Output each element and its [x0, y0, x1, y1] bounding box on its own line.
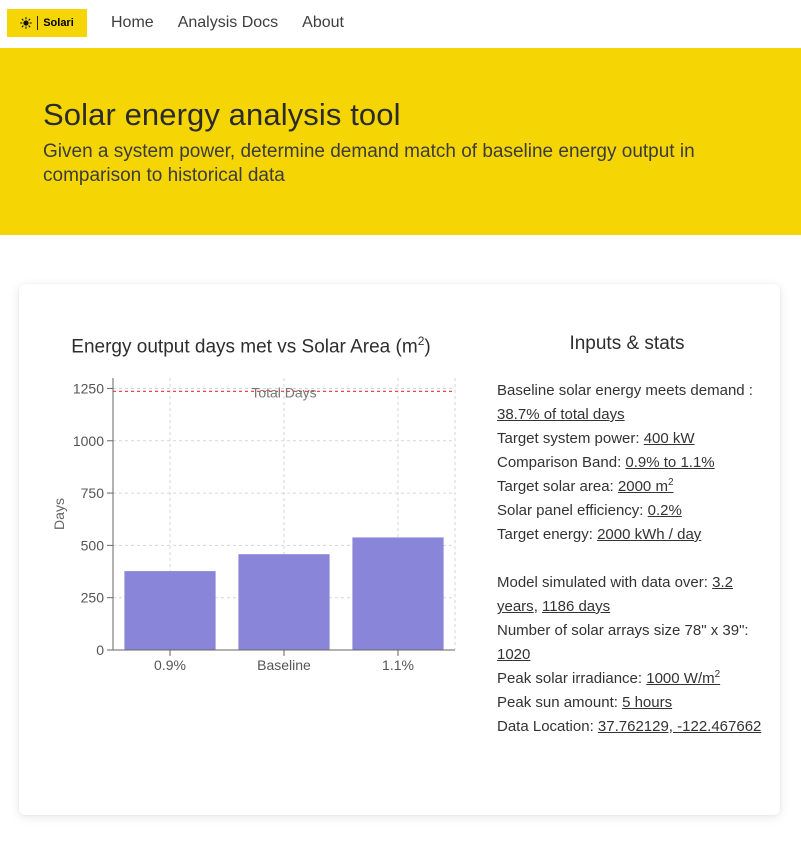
analysis-card: Energy output days met vs Solar Area (m2… [19, 284, 780, 815]
stat-arrays-value[interactable]: 1020 [497, 646, 531, 663]
x-tick-label: 0.9% [154, 657, 186, 673]
stat-irradiance-value[interactable]: 1000 W/m2 [646, 669, 721, 688]
stat-sun: Peak sun amount: 5 hours [497, 694, 673, 711]
sun-icon [20, 17, 33, 29]
navbar: Solari Home Analysis Docs About [0, 0, 801, 48]
chart-bars [124, 537, 444, 650]
stat-model-years[interactable]: 3.2 years [497, 574, 733, 615]
stat-location: Data Location: 37.762129, -122.467662 [497, 718, 762, 735]
y-axis-label: Days [51, 498, 67, 530]
bar [124, 571, 216, 650]
stat-area: Target solar area: 2000 m2 [497, 477, 674, 496]
x-tick-label: Baseline [257, 657, 311, 673]
stat-baseline: Baseline solar energy meets demand : 38.… [497, 382, 753, 423]
stat-energy-value[interactable]: 2000 kWh / day [597, 526, 702, 543]
stat-area-value[interactable]: 2000 m2 [617, 477, 674, 496]
chart-axes: 0 250 500 750 1000 1250 0.9% Baseline 1.1% Days [51, 378, 455, 673]
stat-power: Target system power: 400 kW [497, 430, 695, 447]
y-tick-label: 0 [96, 642, 104, 658]
y-tick-label: 750 [81, 485, 105, 501]
stats-title: Inputs & stats [569, 333, 685, 354]
stat-band-value[interactable]: 0.9% to 1.1% [625, 454, 715, 471]
chart-title: Energy output days met vs Solar Area (m2… [71, 334, 431, 358]
stats-panel: Baseline solar energy meets demand : 38.… [497, 379, 763, 739]
reference-line-label: Total Days [251, 384, 316, 400]
stat-efficiency-value[interactable]: 0.2% [647, 502, 682, 519]
bar [238, 554, 330, 650]
stat-efficiency: Solar panel efficiency: 0.2% [497, 502, 682, 519]
stat-arrays: Number of solar arrays size 78" x 39": 1… [497, 622, 749, 663]
y-tick-label: 1000 [73, 433, 104, 449]
hero-banner: Solar energy analysis tool Given a syste… [0, 48, 801, 235]
nav-links: Home Analysis Docs About [111, 13, 368, 33]
nav-link-home[interactable]: Home [111, 14, 154, 31]
y-tick-label: 1250 [73, 380, 104, 396]
brand-logo[interactable]: Solari [7, 9, 87, 37]
nav-link-analysis-docs[interactable]: Analysis Docs [177, 14, 279, 31]
stat-location-value[interactable]: 37.762129, -122.467662 [597, 718, 762, 735]
stat-power-value[interactable]: 400 kW [643, 430, 695, 447]
nav-link-about[interactable]: About [302, 14, 344, 31]
stats-spacer [497, 547, 763, 571]
page-title: Solar energy analysis tool [43, 97, 401, 132]
stat-energy: Target energy: 2000 kWh / day [497, 526, 702, 543]
page-subtitle: Given a system power, determine demand m… [43, 141, 695, 186]
stat-band: Comparison Band: 0.9% to 1.1% [497, 454, 715, 471]
stat-baseline-value[interactable]: 38.7% of total days [497, 406, 625, 423]
stat-sun-value[interactable]: 5 hours [622, 694, 673, 711]
y-tick-label: 500 [81, 537, 105, 553]
chart-reference: Total Days [113, 384, 455, 400]
stat-model-days[interactable]: 1186 days [542, 598, 611, 615]
bar-chart: Total Days 0 250 500 750 1000 1250 0.9% Baselin… [51, 378, 456, 673]
bar [352, 537, 444, 650]
brand-divider [37, 16, 39, 30]
stat-irradiance: Peak solar irradiance: 1000 W/m2 [497, 669, 721, 688]
y-tick-label: 250 [81, 590, 105, 606]
x-tick-label: 1.1% [382, 657, 414, 673]
brand-name: Solari [43, 17, 74, 29]
stat-model: Model simulated with data over: 3.2 year… [497, 574, 733, 615]
